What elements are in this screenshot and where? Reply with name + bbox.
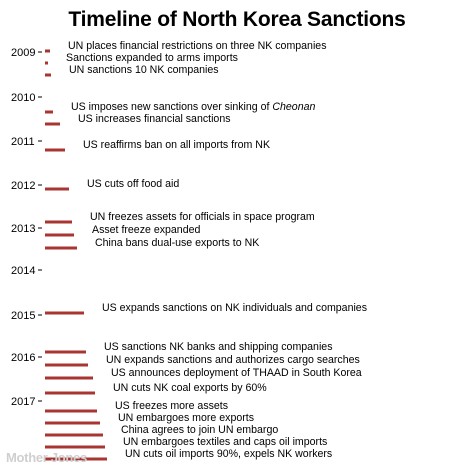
event-label: US expands sanctions on NK individuals a…: [102, 302, 367, 314]
event-label: UN freezes assets for officials in space…: [90, 211, 315, 223]
event-bar: [45, 73, 51, 77]
event-bar: [45, 233, 74, 237]
event-bar: [45, 445, 105, 449]
event-label: UN expands sanctions and authorizes carg…: [106, 354, 360, 366]
event-bar: [45, 110, 53, 114]
event-bars: [45, 49, 107, 461]
event-labels: UN places financial restrictions on thre…: [66, 40, 367, 460]
event-bar: [45, 376, 93, 380]
event-label: US cuts off food aid: [87, 178, 179, 190]
year-label-2010: 2010: [11, 92, 35, 104]
credit-watermark: Mother Jones: [6, 450, 87, 465]
year-label-2009: 2009: [11, 47, 35, 59]
event-label: UN places financial restrictions on thre…: [68, 40, 327, 52]
year-label-2017: 2017: [11, 396, 35, 408]
year-label-2016: 2016: [11, 352, 35, 364]
event-label: US imposes new sanctions over sinking of…: [71, 101, 315, 113]
event-bar: [45, 409, 97, 413]
event-label: UN cuts oil imports 90%, expels NK worke…: [125, 448, 332, 460]
event-label: China agrees to join UN embargo: [121, 424, 278, 436]
event-label: US freezes more assets: [115, 400, 228, 412]
event-bar: [45, 220, 72, 224]
year-label-2011: 2011: [11, 136, 35, 148]
event-label: Sanctions expanded to arms imports: [66, 52, 238, 64]
event-bar: [45, 148, 65, 152]
year-label-2013: 2013: [11, 223, 35, 235]
year-label-2015: 2015: [11, 310, 35, 322]
event-label: UN embargoes textiles and caps oil impor…: [123, 436, 327, 448]
event-label: UN cuts NK coal exports by 60%: [113, 382, 267, 394]
event-bar: [45, 457, 107, 461]
event-bar: [45, 49, 50, 53]
year-axis: [38, 51, 42, 402]
event-label: China bans dual-use exports to NK: [95, 237, 259, 249]
year-label-2014: 2014: [11, 265, 35, 277]
event-bar: [45, 61, 48, 65]
event-label: UN embargoes more exports: [118, 412, 254, 424]
event-bar: [45, 421, 100, 425]
event-label: US sanctions NK banks and shipping compa…: [104, 341, 333, 353]
event-label: Asset freeze expanded: [92, 224, 200, 236]
event-bar: [45, 122, 60, 126]
event-bar: [45, 363, 88, 367]
chart-title: Timeline of North Korea Sanctions: [68, 8, 406, 31]
event-bar: [45, 433, 103, 437]
event-label: US announces deployment of THAAD in Sout…: [111, 367, 362, 379]
year-labels: 2009 2010 2011 2012 2013 2014 2015 2016 2017: [11, 47, 35, 408]
event-bar: [45, 350, 86, 354]
event-bar: [45, 311, 84, 315]
event-label: US reaffirms ban on all imports from NK: [83, 139, 270, 151]
event-bar: [45, 187, 69, 191]
event-bar: [45, 391, 95, 395]
event-label: US increases financial sanctions: [78, 113, 231, 125]
year-label-2012: 2012: [11, 180, 35, 192]
event-label: UN sanctions 10 NK companies: [69, 64, 219, 76]
event-bar: [45, 246, 77, 250]
